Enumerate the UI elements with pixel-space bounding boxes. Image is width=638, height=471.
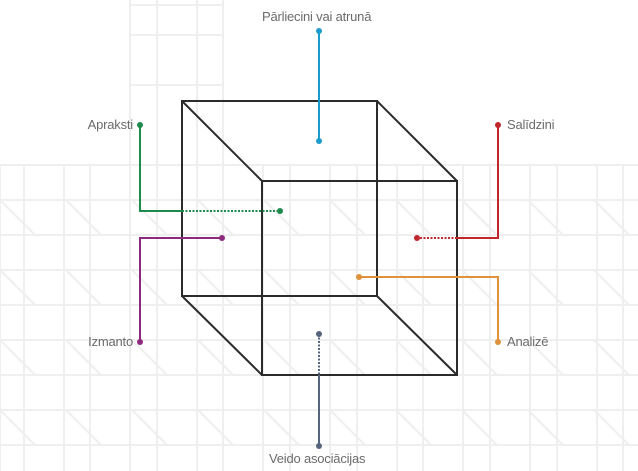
grid-line	[395, 269, 432, 306]
cube-edge	[376, 100, 458, 182]
grid-line	[131, 339, 168, 376]
connector-bottom-right	[356, 274, 501, 345]
cube-back-face	[181, 100, 378, 297]
connector-dot	[137, 339, 143, 345]
grid-line	[65, 269, 102, 306]
grid-line	[131, 269, 168, 306]
grid-line	[329, 269, 366, 306]
grid-line	[65, 339, 102, 376]
connector-dot	[495, 339, 501, 345]
connector-dot	[495, 122, 501, 128]
grid-line	[527, 269, 564, 306]
grid-line	[593, 409, 630, 446]
connector-dot	[316, 138, 322, 144]
connector-dot	[414, 235, 420, 241]
grid-line	[65, 199, 102, 236]
grid-line	[461, 199, 498, 236]
grid-line	[395, 409, 432, 446]
grid-line	[395, 199, 432, 236]
connector-top	[316, 28, 322, 144]
grid-line	[527, 339, 564, 376]
connector-bottom-left	[137, 235, 225, 345]
grid-line	[131, 409, 168, 446]
grid-line	[263, 269, 300, 306]
connector-line	[457, 125, 499, 239]
grid-line	[0, 339, 36, 376]
grid-line	[131, 199, 168, 236]
connector-dot	[137, 122, 143, 128]
grid-line	[0, 269, 36, 306]
connector-top-left	[137, 122, 283, 214]
connector-dot	[219, 235, 225, 241]
grid-line	[593, 269, 630, 306]
grid-line	[0, 199, 36, 236]
cube-edge	[376, 295, 458, 376]
connector-dot	[277, 208, 283, 214]
grid-line	[527, 409, 564, 446]
label-top-right: Salīdzini	[507, 117, 555, 132]
label-top-left: Apraksti	[87, 117, 134, 132]
grid-line	[329, 409, 366, 446]
label-bottom-right: Analizē	[507, 334, 549, 349]
grid-line	[197, 339, 234, 376]
grid-line	[263, 199, 300, 236]
cube-edge	[181, 295, 263, 376]
label-bottom-left: Izmanto	[88, 334, 133, 349]
connector-line	[139, 237, 222, 342]
grid-line	[461, 409, 498, 446]
grid-line	[329, 199, 366, 236]
connector-line	[359, 276, 499, 342]
cube-edge	[181, 100, 263, 182]
grid-line	[197, 409, 234, 446]
connector-dot	[356, 274, 362, 280]
connector-line	[139, 125, 182, 212]
grid-line	[329, 339, 366, 376]
grid-line	[197, 269, 234, 306]
connector-bottom	[316, 331, 322, 449]
connector-dot	[316, 331, 322, 337]
grid-line	[461, 269, 498, 306]
connector-dot	[316, 443, 322, 449]
connector-dot	[316, 28, 322, 34]
connector-top-right	[414, 122, 501, 241]
grid-line	[263, 409, 300, 446]
label-top: Pārliecini vai atrunā	[262, 9, 372, 24]
grid-line	[593, 199, 630, 236]
label-bottom: Veido asociācijas	[269, 451, 366, 466]
grid-line	[65, 409, 102, 446]
grid-line	[593, 339, 630, 376]
grid-line	[395, 339, 432, 376]
grid-line	[0, 409, 36, 446]
grid-line	[527, 199, 564, 236]
grid-line	[461, 339, 498, 376]
grid-line	[197, 199, 234, 236]
grid-line	[263, 339, 300, 376]
